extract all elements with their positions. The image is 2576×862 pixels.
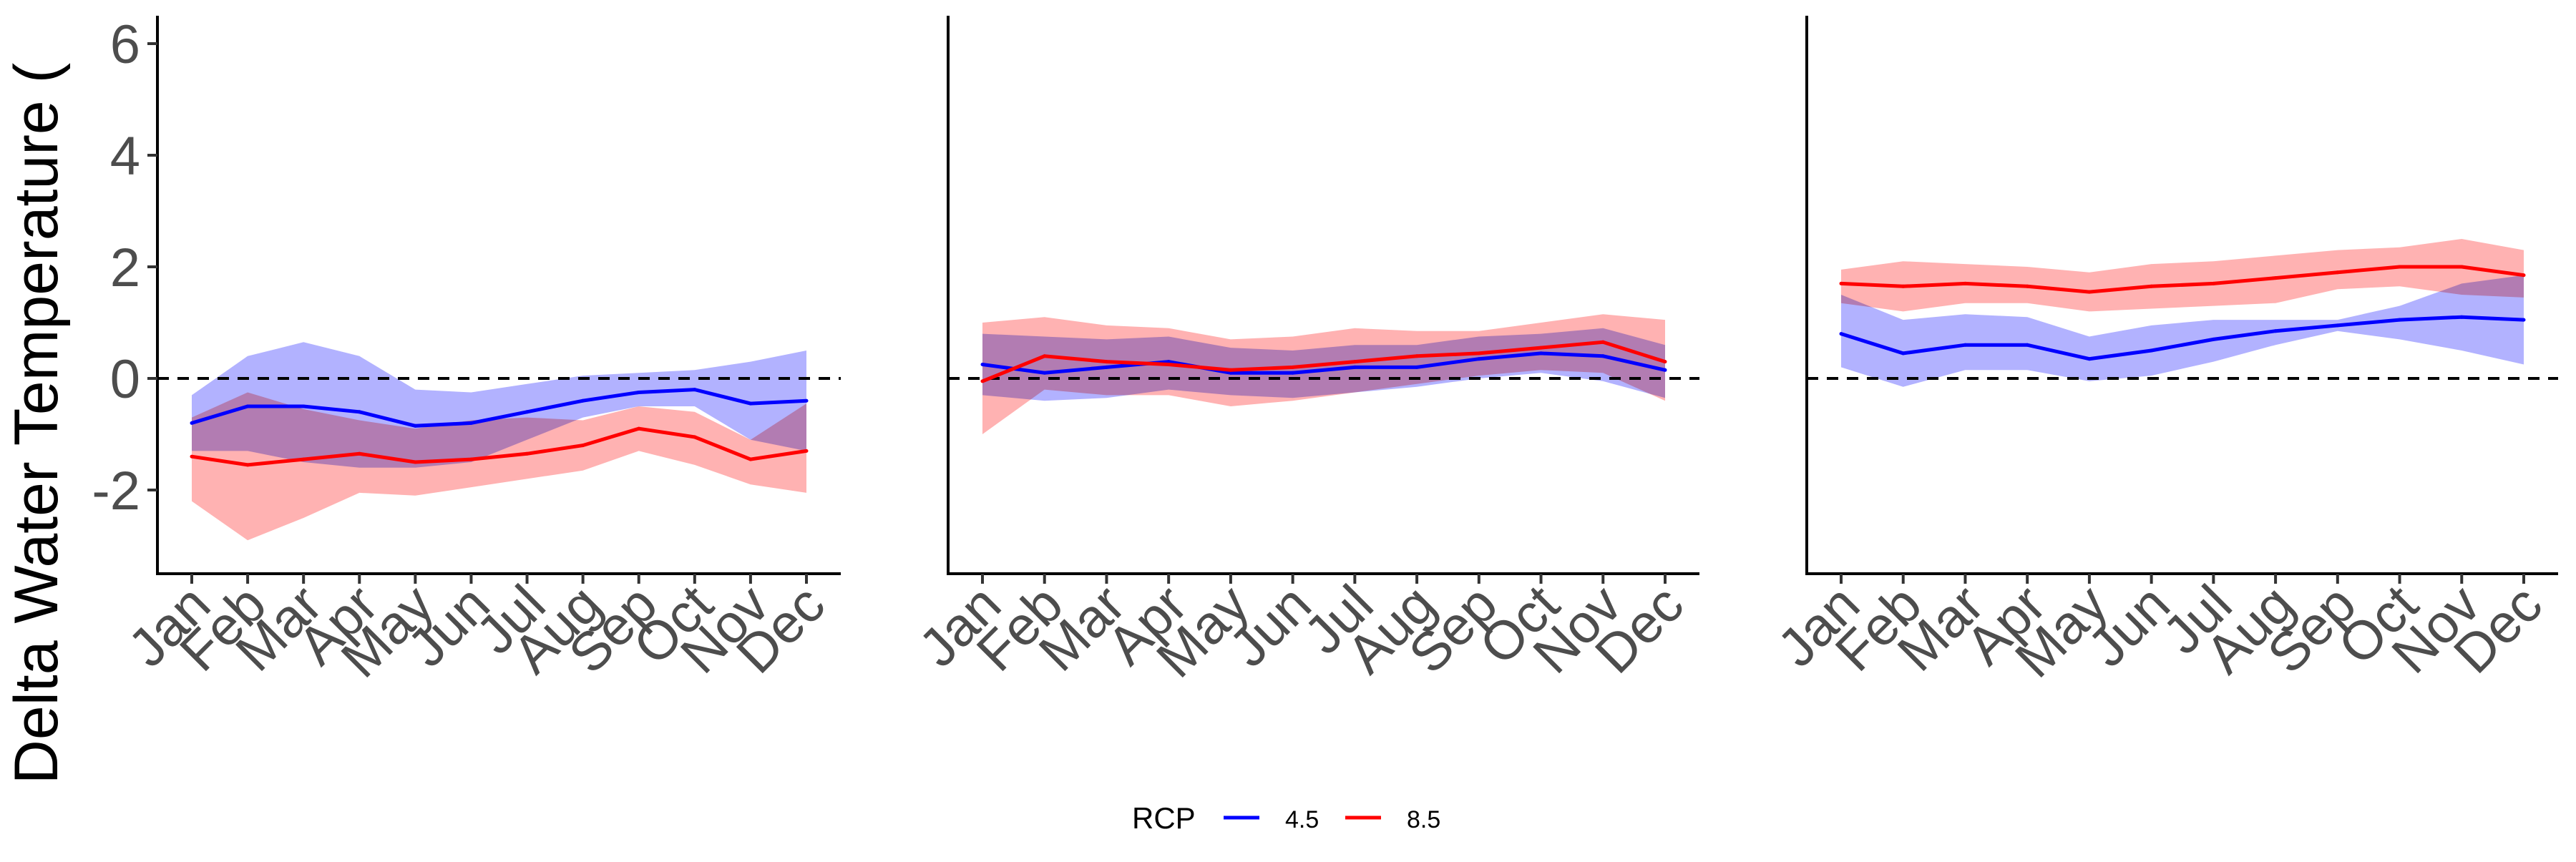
series-line-rcp85-panel-2 xyxy=(982,340,1666,383)
data-point-rcp85 xyxy=(2522,273,2526,278)
data-point-rcp85 xyxy=(2025,284,2029,288)
chart-panels: -2 0 2 4 6 JanFebMarAprMayJunJulAugSepOctNovD… xyxy=(92,14,2558,690)
data-point-rcp45 xyxy=(2211,337,2215,341)
data-point-rcp85 xyxy=(413,460,417,464)
data-point-rcp85 xyxy=(190,454,194,459)
legend: RCP 4.5 8.5 xyxy=(1132,801,1440,835)
data-point-rcp85 xyxy=(1963,281,1967,285)
y-axis-label: Delta Water Temperature ( xyxy=(2,62,71,784)
data-point-rcp85 xyxy=(2459,265,2464,269)
data-point-rcp45 xyxy=(413,423,417,428)
data-point-rcp85 xyxy=(804,449,809,453)
data-point-rcp45 xyxy=(637,391,641,394)
data-point-rcp45 xyxy=(190,421,194,425)
data-point-rcp85 xyxy=(1901,284,1906,288)
data-point-rcp45 xyxy=(2150,348,2154,353)
series-line-rcp45-panel-2 xyxy=(982,351,1666,375)
data-point-rcp85 xyxy=(1477,351,1481,356)
data-point-rcp85 xyxy=(1539,346,1543,350)
data-point-rcp45 xyxy=(2522,318,2526,322)
y-tick-label: 2 xyxy=(110,237,140,298)
data-point-rcp45 xyxy=(1539,351,1543,356)
data-point-rcp45 xyxy=(1104,365,1108,369)
data-point-rcp85 xyxy=(748,457,753,461)
data-point-rcp45 xyxy=(357,410,361,414)
data-point-rcp45 xyxy=(1963,343,1967,347)
y-tick-label: 0 xyxy=(110,349,140,410)
data-point-rcp85 xyxy=(1104,360,1108,364)
data-point-rcp85 xyxy=(245,463,250,467)
series-line-rcp45-panel-1 xyxy=(191,388,807,428)
data-point-rcp45 xyxy=(748,401,753,406)
data-point-rcp45 xyxy=(2398,318,2402,322)
data-point-rcp85 xyxy=(1415,354,1419,358)
data-point-rcp45 xyxy=(2459,315,2464,319)
data-point-rcp85 xyxy=(2273,276,2278,280)
band-rcp45-panel-3 xyxy=(1841,275,2524,387)
data-point-rcp85 xyxy=(525,451,530,456)
data-point-rcp45 xyxy=(1291,371,1295,375)
data-point-rcp45 xyxy=(1229,371,1233,375)
legend-label-rcp85: 8.5 xyxy=(1407,806,1440,833)
data-point-rcp45 xyxy=(1415,365,1419,369)
data-point-rcp45 xyxy=(469,421,473,425)
data-point-rcp85 xyxy=(1229,368,1233,372)
data-point-rcp85 xyxy=(1166,363,1171,366)
panel-1: -20246JanFebMarAprMayJunJulAugSepOctNovD… xyxy=(92,14,841,690)
band-rcp85-panel-3 xyxy=(1841,239,2524,312)
y-tick-label: -2 xyxy=(92,461,140,521)
data-point-rcp45 xyxy=(1352,365,1357,369)
data-point-rcp45 xyxy=(1477,357,1481,361)
data-point-rcp85 xyxy=(357,451,361,456)
data-point-rcp45 xyxy=(2087,357,2092,361)
data-point-rcp85 xyxy=(1352,360,1357,364)
y-tick-label: 6 xyxy=(110,14,140,75)
data-point-rcp45 xyxy=(1839,332,1843,336)
data-point-rcp45 xyxy=(245,404,250,408)
data-point-rcp45 xyxy=(804,398,809,403)
series-line-rcp45-panel-3 xyxy=(1840,315,2524,361)
data-point-rcp45 xyxy=(301,404,306,408)
data-point-rcp85 xyxy=(2087,290,2092,294)
data-point-rcp85 xyxy=(581,444,585,448)
data-point-rcp85 xyxy=(1601,340,1605,344)
legend-label-rcp45: 4.5 xyxy=(1285,806,1319,833)
band-rcp85-panel-2 xyxy=(982,314,1665,434)
data-point-rcp85 xyxy=(1663,360,1667,364)
data-point-rcp85 xyxy=(469,457,473,461)
data-point-rcp85 xyxy=(2398,265,2402,269)
data-point-rcp85 xyxy=(637,426,641,431)
data-point-rcp85 xyxy=(301,457,306,461)
data-point-rcp85 xyxy=(1839,281,1843,285)
data-point-rcp45 xyxy=(1166,360,1171,364)
data-point-rcp85 xyxy=(1291,365,1295,369)
series-line-rcp85-panel-3 xyxy=(1840,265,2524,294)
data-point-rcp85 xyxy=(1043,354,1047,358)
data-point-rcp85 xyxy=(980,379,985,383)
data-point-rcp45 xyxy=(1901,351,1906,356)
data-point-rcp45 xyxy=(2273,329,2278,333)
data-point-rcp85 xyxy=(693,435,697,439)
legend-title: RCP xyxy=(1132,801,1196,835)
data-point-rcp45 xyxy=(693,388,697,392)
data-point-rcp85 xyxy=(2150,284,2154,288)
series-line-rcp85-panel-1 xyxy=(191,426,807,467)
data-point-rcp45 xyxy=(1043,371,1047,375)
data-point-rcp45 xyxy=(2025,343,2029,347)
data-point-rcp85 xyxy=(2336,270,2340,275)
data-point-rcp45 xyxy=(2336,323,2340,328)
data-point-rcp45 xyxy=(1663,368,1667,372)
data-point-rcp45 xyxy=(980,363,985,366)
y-tick-label: 4 xyxy=(110,126,140,187)
data-point-rcp85 xyxy=(2211,281,2215,285)
data-point-rcp45 xyxy=(1601,354,1605,358)
data-point-rcp45 xyxy=(581,398,585,403)
data-point-rcp45 xyxy=(525,410,530,414)
